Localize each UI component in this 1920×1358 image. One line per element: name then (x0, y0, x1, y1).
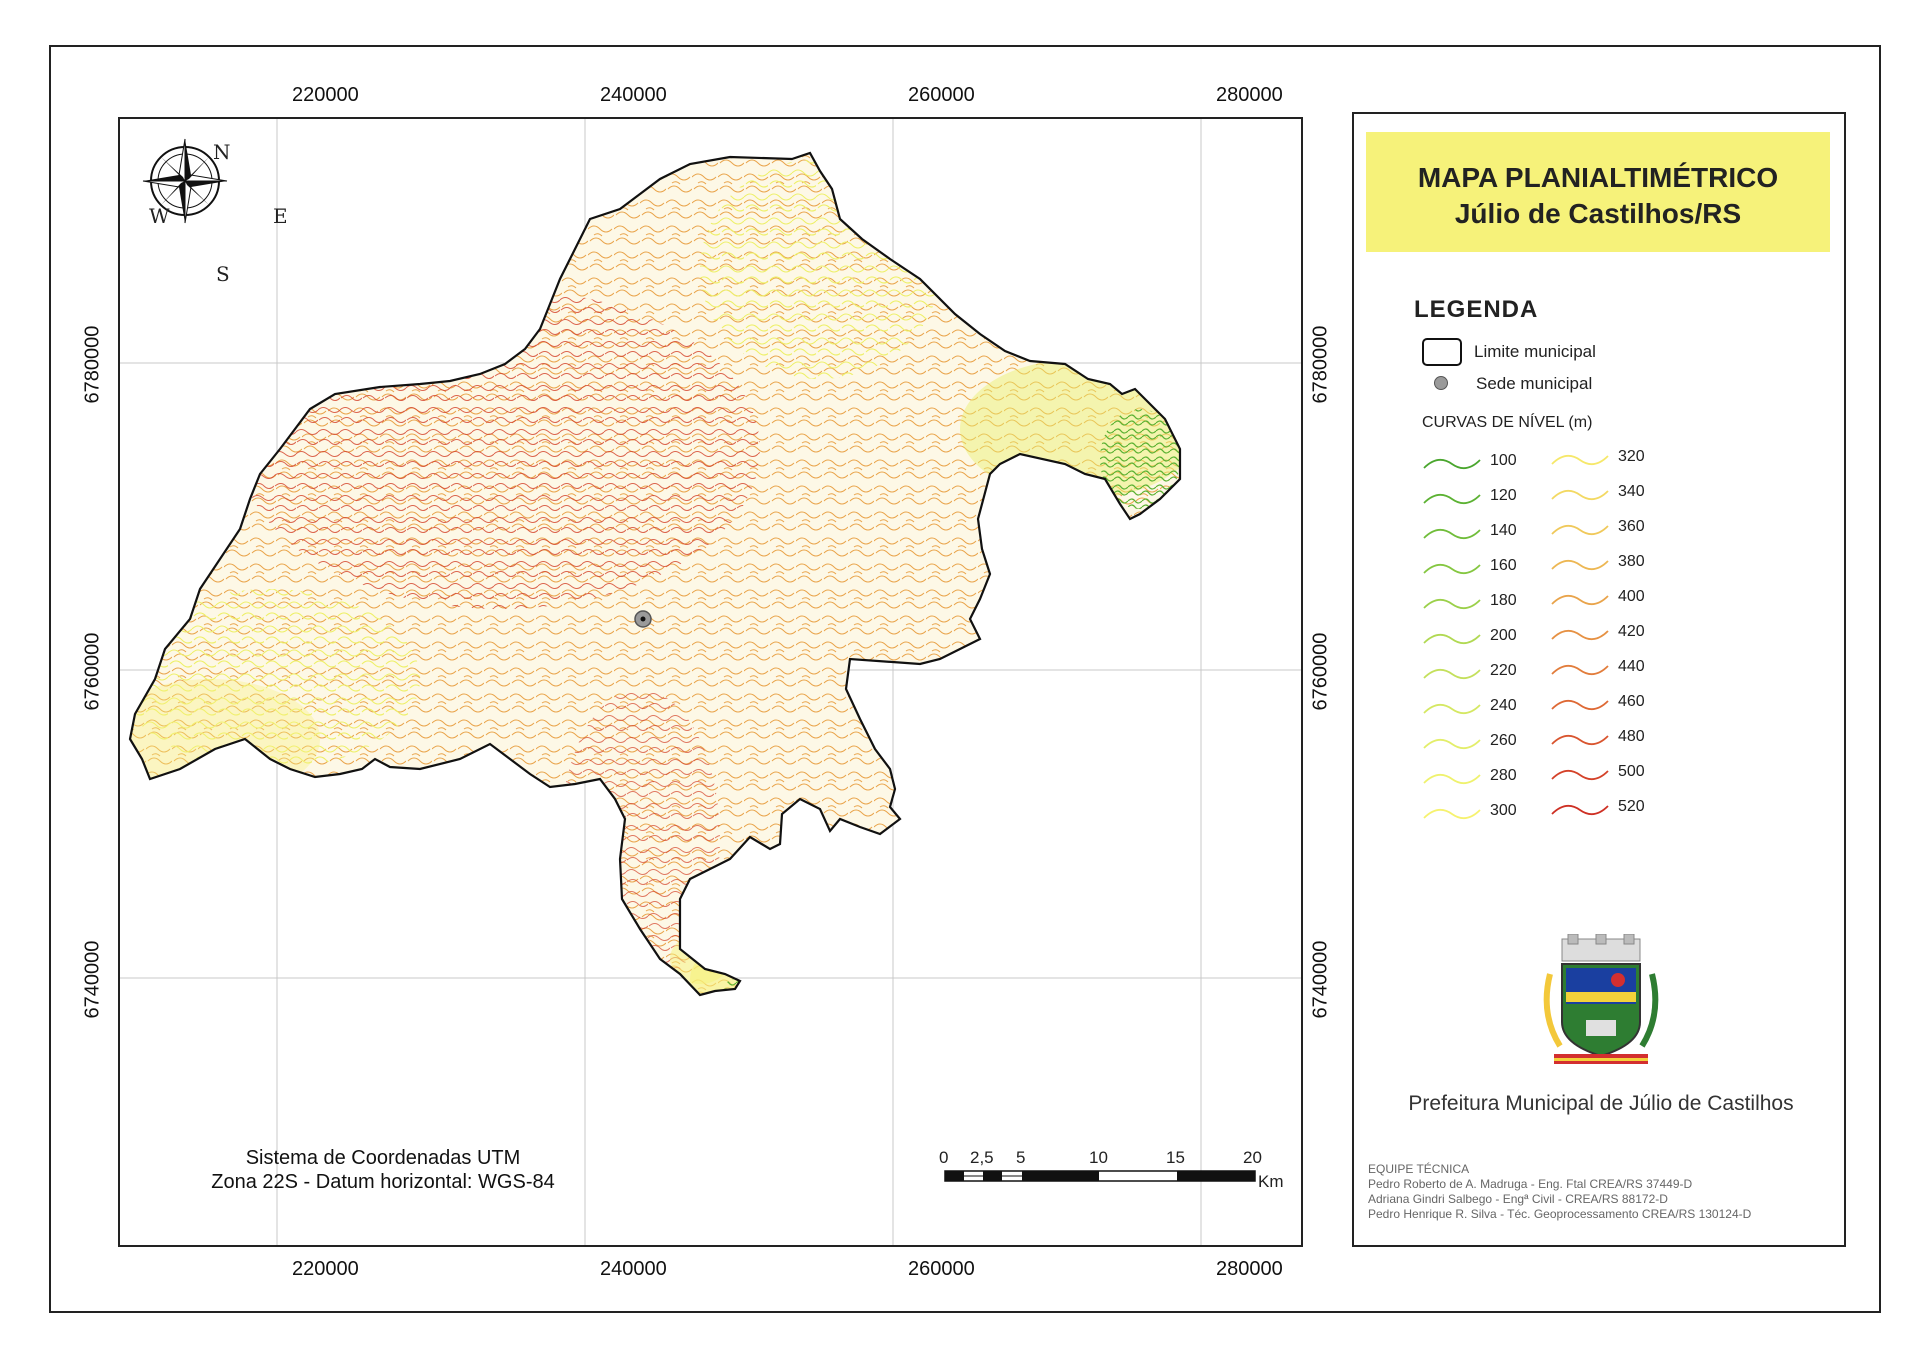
contour-value-label: 100 (1490, 452, 1517, 469)
coordinate-system-note: Sistema de Coordenadas UTM Zona 22S - Da… (168, 1146, 598, 1194)
technical-team: EQUIPE TÉCNICA Pedro Roberto de A. Madru… (1368, 1162, 1751, 1222)
contour-value-label: 400 (1618, 588, 1645, 605)
contour-value-label: 520 (1618, 798, 1645, 815)
legend-boundary-label: Limite municipal (1474, 342, 1596, 361)
y-tick-left: 6780000 (81, 325, 104, 404)
contour-swatch (1551, 454, 1609, 466)
scale-label: 2,5 (970, 1148, 994, 1167)
scale-label: 10 (1089, 1148, 1108, 1167)
y-tick-right: 6740000 (1309, 940, 1332, 1019)
contour-swatch (1551, 559, 1609, 571)
compass-west-label: W (149, 204, 170, 228)
legend-boundary-swatch (1422, 338, 1462, 366)
contour-value-label: 500 (1618, 763, 1645, 780)
scale-label: 0 (939, 1148, 949, 1167)
contour-value-label: 200 (1490, 627, 1517, 644)
contour-swatch (1423, 633, 1481, 645)
scale-label: 5 (1016, 1148, 1026, 1167)
contour-value-label: 420 (1618, 623, 1645, 640)
contour-legend-swatches (1423, 454, 1609, 820)
institution-name: Prefeitura Municipal de Júlio de Castilh… (1408, 1092, 1794, 1115)
map-title: MAPA PLANIALTIMÉTRICO (1417, 162, 1779, 193)
scale-label: 15 (1166, 1148, 1185, 1167)
contour-swatch (1551, 699, 1609, 711)
contour-value-label: 460 (1618, 693, 1645, 710)
contour-value-label: 340 (1618, 483, 1645, 500)
contour-swatch (1551, 664, 1609, 676)
contour-value-label: 140 (1490, 522, 1517, 539)
map-title-box: MAPA PLANIALTIMÉTRICO Júlio de Castilhos… (1366, 132, 1830, 252)
compass-south-label: S (216, 262, 230, 286)
compass-east-label: E (273, 204, 288, 228)
contour-swatch (1423, 773, 1481, 785)
crs-line-2: Zona 22S - Datum horizontal: WGS-84 (211, 1171, 555, 1193)
map-frame (118, 117, 1303, 1247)
map-canvas (120, 119, 1301, 1245)
x-tick-bottom: 260000 (908, 1258, 975, 1280)
compass-rose-icon (142, 138, 228, 224)
x-tick-bottom: 220000 (292, 1258, 359, 1280)
legend-heading: LEGENDA (1414, 296, 1539, 323)
contour-swatch (1423, 528, 1481, 540)
contour-value-label: 320 (1618, 448, 1645, 465)
x-tick-top: 220000 (292, 84, 359, 106)
team-member: Pedro Roberto de A. Madruga - Eng. Ftal … (1368, 1177, 1693, 1191)
contour-value-label: 380 (1618, 553, 1645, 570)
y-tick-left: 6760000 (81, 632, 104, 711)
municipal-coat-of-arms-icon (1543, 934, 1659, 1064)
x-tick-top: 260000 (908, 84, 975, 106)
contour-value-label: 280 (1490, 767, 1517, 784)
legend-panel: MAPA PLANIALTIMÉTRICO Júlio de Castilhos… (1352, 112, 1846, 1247)
contour-value-label: 240 (1490, 697, 1517, 714)
contour-lines (130, 153, 1180, 995)
scale-unit: Km (1258, 1172, 1284, 1191)
contour-swatch (1551, 524, 1609, 536)
team-heading: EQUIPE TÉCNICA (1368, 1162, 1470, 1176)
contour-swatch (1423, 598, 1481, 610)
contour-value-label: 160 (1490, 557, 1517, 574)
contour-swatch (1551, 489, 1609, 501)
map-subtitle: Júlio de Castilhos/RS (1454, 198, 1742, 229)
contour-value-label: 120 (1490, 487, 1517, 504)
contour-swatch (1423, 808, 1481, 820)
crs-line-1: Sistema de Coordenadas UTM (245, 1147, 521, 1169)
team-member: Adriana Gindri Salbego - Engª Civil - CR… (1368, 1192, 1668, 1206)
scale-label: 20 (1243, 1148, 1262, 1167)
map-sheet (49, 45, 1881, 1313)
legend-seat-icon (1434, 376, 1448, 390)
contour-swatch (1423, 563, 1481, 575)
team-member: Pedro Henrique R. Silva - Téc. Geoproces… (1368, 1207, 1752, 1221)
contour-swatch (1551, 769, 1609, 781)
y-tick-left: 6740000 (81, 940, 104, 1019)
scale-bar (944, 1170, 1256, 1182)
x-tick-bottom: 240000 (600, 1258, 667, 1280)
x-tick-top: 280000 (1216, 84, 1283, 106)
contour-swatch (1551, 734, 1609, 746)
contour-value-label: 480 (1618, 728, 1645, 745)
contour-swatch (1423, 493, 1481, 505)
contour-value-label: 440 (1618, 658, 1645, 675)
contour-swatch (1423, 738, 1481, 750)
contours-heading: CURVAS DE NÍVEL (m) (1422, 414, 1593, 431)
contour-value-label: 360 (1618, 518, 1645, 535)
contour-swatch (1423, 703, 1481, 715)
contour-swatch (1423, 668, 1481, 680)
municipal-boundary (128, 151, 1182, 997)
contour-swatch (1551, 594, 1609, 606)
contour-value-label: 220 (1490, 662, 1517, 679)
y-tick-right: 6780000 (1309, 325, 1332, 404)
x-tick-top: 240000 (600, 84, 667, 106)
compass-north-label: N (213, 140, 231, 164)
contour-value-label: 300 (1490, 802, 1517, 819)
contour-swatch (1551, 804, 1609, 816)
y-tick-right: 6760000 (1309, 632, 1332, 711)
contour-swatch (1423, 458, 1481, 470)
contour-value-label: 260 (1490, 732, 1517, 749)
contour-value-label: 180 (1490, 592, 1517, 609)
x-tick-bottom: 280000 (1216, 1258, 1283, 1280)
municipal-seat-marker (634, 610, 652, 628)
contour-swatch (1551, 629, 1609, 641)
legend-seat-label: Sede municipal (1476, 374, 1593, 393)
